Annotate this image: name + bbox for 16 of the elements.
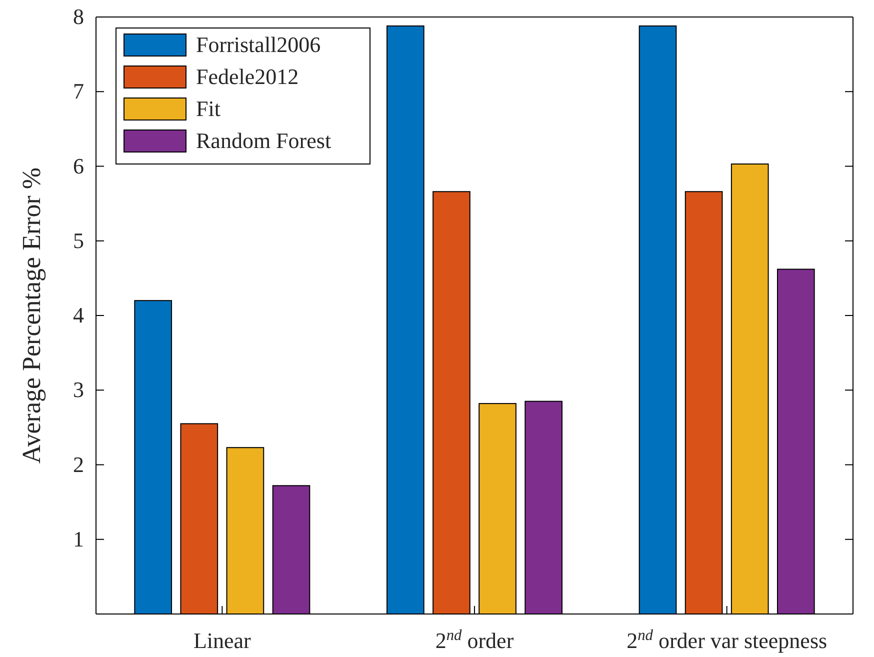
x-tick-label: 2$^{nd}$ order var steepness [626,626,828,653]
y-axis-title: Average Percentage Error % [17,167,46,464]
y-tick-label: 6 [73,153,84,178]
y-tick-label: 4 [73,302,84,328]
y-tick-label: 2 [73,452,84,477]
y-tick-label: 5 [73,228,84,253]
x-tick-label: 2$^{nd}$ order [435,626,514,653]
y-tick-label: 1 [73,526,84,552]
legend-label: Forristall2006 [196,32,321,57]
x-tick-label: Linear [193,628,252,653]
legend-label: Fit [196,96,220,121]
legend-label: Random Forest [196,128,332,153]
y-tick-label: 3 [73,377,84,402]
y-tick-label: 7 [73,78,84,104]
y-tick-label: 8 [73,4,84,30]
legend-label: Fedele2012 [196,64,299,89]
